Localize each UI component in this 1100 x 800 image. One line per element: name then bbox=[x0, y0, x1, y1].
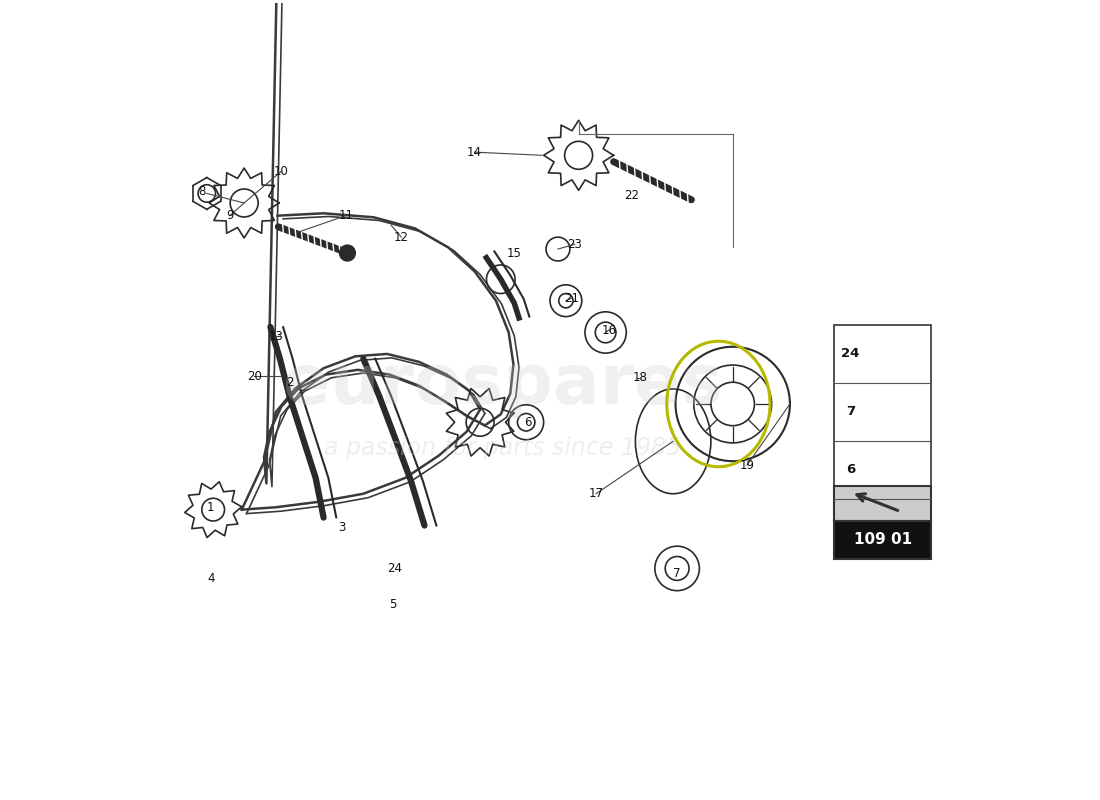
Text: 24: 24 bbox=[842, 347, 859, 360]
Text: 11: 11 bbox=[339, 209, 353, 222]
FancyBboxPatch shape bbox=[835, 325, 932, 557]
Text: 9: 9 bbox=[227, 209, 233, 222]
FancyBboxPatch shape bbox=[835, 486, 932, 521]
Text: 5: 5 bbox=[846, 521, 855, 534]
Text: 2: 2 bbox=[286, 376, 294, 389]
Text: 15: 15 bbox=[507, 246, 521, 259]
Text: 8: 8 bbox=[198, 186, 206, 198]
Text: 4: 4 bbox=[207, 572, 215, 586]
Text: 7: 7 bbox=[673, 566, 681, 580]
Text: 24: 24 bbox=[387, 562, 403, 575]
Text: 23: 23 bbox=[568, 238, 582, 250]
Text: 12: 12 bbox=[394, 230, 409, 244]
Text: 6: 6 bbox=[524, 416, 531, 429]
Text: 22: 22 bbox=[625, 190, 639, 202]
Text: 6: 6 bbox=[846, 463, 855, 476]
Text: 14: 14 bbox=[468, 146, 482, 158]
Text: 3: 3 bbox=[338, 521, 345, 534]
Text: 7: 7 bbox=[846, 405, 855, 418]
FancyBboxPatch shape bbox=[835, 521, 932, 559]
Circle shape bbox=[340, 245, 355, 261]
Text: 17: 17 bbox=[588, 487, 604, 500]
Text: 21: 21 bbox=[564, 292, 579, 305]
Text: 5: 5 bbox=[389, 598, 396, 611]
Text: 16: 16 bbox=[602, 323, 616, 337]
Text: 18: 18 bbox=[632, 371, 647, 384]
Text: 10: 10 bbox=[274, 165, 289, 178]
Text: 20: 20 bbox=[248, 370, 262, 382]
Text: 1: 1 bbox=[207, 501, 215, 514]
Text: a passion for parts since 1985: a passion for parts since 1985 bbox=[323, 436, 681, 460]
Text: 13: 13 bbox=[268, 330, 284, 343]
Text: 109 01: 109 01 bbox=[854, 532, 912, 547]
Text: 19: 19 bbox=[739, 458, 755, 472]
Text: eurospares: eurospares bbox=[283, 350, 722, 418]
